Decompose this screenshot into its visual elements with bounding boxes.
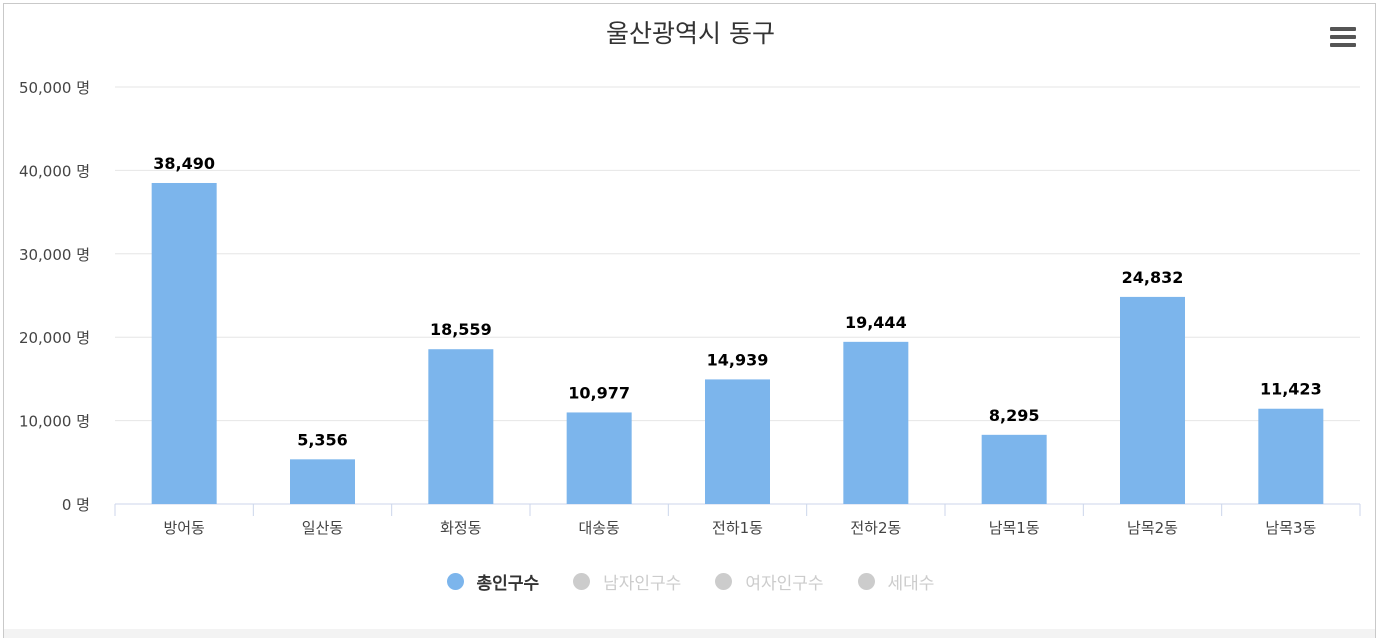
legend-dot-icon — [857, 573, 875, 590]
chart-plot: 0 명 10,000 명 20,000 명 30,000 명 40,000 명 50,00… — [19, 79, 1361, 537]
x-tick-label: 일산동 — [302, 519, 344, 537]
bar — [1120, 296, 1185, 504]
data-label: 24,832 — [1122, 268, 1184, 287]
y-tick-label: 50,000 명 — [19, 79, 90, 97]
legend-item[interactable]: 남자인구수 — [573, 569, 681, 594]
data-label: 18,559 — [430, 320, 492, 339]
x-tick-label: 남목2동 — [1127, 519, 1178, 537]
y-tick-label: 10,000 명 — [19, 413, 90, 431]
data-label: 11,423 — [1260, 380, 1322, 399]
y-tick-label: 40,000 명 — [19, 162, 90, 180]
x-tick-label: 대송동 — [578, 519, 620, 537]
bottom-strip — [4, 629, 1375, 638]
bar — [151, 182, 217, 504]
bar — [428, 349, 494, 504]
bar — [290, 459, 355, 504]
data-label: 5,356 — [297, 430, 348, 449]
legend-label: 세대수 — [887, 574, 935, 594]
legend-item[interactable]: 여자인구수 — [715, 569, 824, 594]
bar — [981, 434, 1047, 504]
legend-label: 총인구수 — [476, 574, 540, 594]
x-tick-label: 남목3동 — [1265, 519, 1316, 537]
legend-dot-icon — [446, 573, 464, 590]
x-tick-label: 화정동 — [440, 519, 482, 537]
legend-label: 남자인구수 — [603, 574, 682, 594]
legend-label: 여자인구수 — [745, 574, 824, 594]
y-tick-label: 20,000 명 — [19, 329, 90, 347]
bar — [705, 379, 770, 504]
x-tick-label: 전하1동 — [712, 519, 763, 537]
y-tick-label: 30,000 명 — [19, 246, 90, 264]
y-tick-label: 0 명 — [62, 496, 90, 514]
legend-dot-icon — [573, 573, 591, 590]
bar — [566, 412, 632, 504]
x-tick-label: 전하2동 — [850, 519, 901, 537]
bar — [1258, 408, 1324, 504]
legend-dot-icon — [715, 573, 733, 590]
legend-item[interactable]: 세대수 — [857, 569, 935, 594]
data-label: 8,295 — [989, 406, 1040, 425]
hamburger-menu-icon[interactable] — [1330, 27, 1356, 49]
legend-item[interactable]: 총인구수 — [446, 569, 540, 594]
chart-title: 울산광역시 동구 — [606, 19, 775, 48]
data-label: 19,444 — [845, 313, 907, 332]
legend: 총인구수 남자인구수 여자인구수 세대수 — [0, 569, 1381, 594]
data-label: 10,977 — [568, 383, 630, 402]
data-label: 38,490 — [153, 154, 215, 173]
data-label: 14,939 — [707, 350, 769, 369]
x-tick-label: 방어동 — [163, 519, 205, 537]
x-tick-label: 남목1동 — [989, 519, 1040, 537]
bar — [843, 341, 909, 504]
